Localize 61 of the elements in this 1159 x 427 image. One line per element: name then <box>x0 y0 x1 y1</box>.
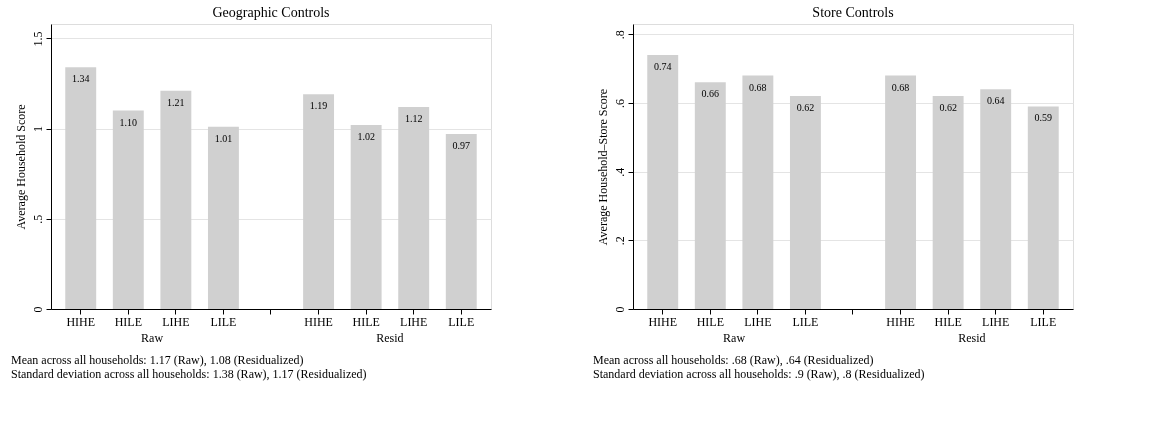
x-tick-label: LILE <box>210 314 237 329</box>
text: Raw <box>141 331 164 345</box>
x-tick-label: HIHE <box>648 314 678 329</box>
data-label: 0.68 <box>891 81 910 93</box>
x-tick-label: LILE <box>792 314 819 329</box>
y-tick-label: 0 <box>612 306 627 313</box>
x-tick-label: LIHE <box>162 314 190 329</box>
data-label: 0.74 <box>653 60 672 72</box>
x-tick-label: LIHE <box>982 314 1010 329</box>
data-label: 0.68 <box>749 81 767 93</box>
bar <box>350 125 382 309</box>
x-tick-label: LIHE <box>744 314 772 329</box>
data-label: 1.12 <box>404 112 423 124</box>
text: Mean across all households: 1.17 (Raw), 1.08 (Residualized) <box>11 353 304 367</box>
bar <box>65 67 97 309</box>
y-tick-label: .6 <box>612 98 627 108</box>
y-axis-title: Average Household–Store Score <box>595 88 610 246</box>
text: Resid <box>376 331 404 345</box>
y-tick-label: .2 <box>612 236 627 246</box>
x-tick-label: HILE <box>114 314 142 329</box>
data-label: 1.34 <box>71 73 90 85</box>
data-label: 1.01 <box>214 132 233 144</box>
y-tick-label: 1 <box>30 126 45 133</box>
bar <box>303 94 335 309</box>
y-tick-label: .5 <box>30 214 45 224</box>
bar <box>207 126 239 309</box>
bar <box>398 106 430 309</box>
x-tick-label: HILE <box>696 314 724 329</box>
y-tick-label: 1.5 <box>30 31 45 47</box>
chart-title: Store Controls <box>812 5 894 20</box>
data-label: 0.62 <box>796 102 815 114</box>
data-label: 1.19 <box>309 100 328 112</box>
text: Raw <box>723 331 746 345</box>
x-tick-label: HILE <box>352 314 380 329</box>
y-axis-title: Average Household Score <box>13 104 28 230</box>
text: Standard deviation across all households: 1.38 (Raw), 1.17 (Residualized) <box>11 367 367 381</box>
x-tick-label: LIHE <box>400 314 428 329</box>
chart-title: Geographic Controls <box>212 5 330 20</box>
data-label: 0.59 <box>1034 112 1053 124</box>
x-tick-label: HILE <box>934 314 962 329</box>
data-label: 1.21 <box>167 96 185 108</box>
text: Resid <box>958 331 986 345</box>
data-label: 0.64 <box>986 95 1005 107</box>
x-tick-label: HIHE <box>886 314 915 329</box>
data-label: 1.02 <box>357 131 375 143</box>
y-tick-label: .8 <box>612 30 627 40</box>
bar <box>112 110 144 309</box>
x-tick-label: HIHE <box>304 314 333 329</box>
x-tick-label: LILE <box>448 314 475 329</box>
bar <box>445 134 477 309</box>
data-label: 1.10 <box>119 116 138 128</box>
x-tick-label: HIHE <box>66 314 96 329</box>
data-label: 0.66 <box>701 88 720 100</box>
text: Mean across all households: .68 (Raw), .64 (Residualized) <box>593 353 874 367</box>
text: Standard deviation across all households: .9 (Raw), .8 (Residualized) <box>593 367 925 381</box>
y-tick-label: .4 <box>612 167 627 177</box>
data-label: 0.62 <box>939 102 957 114</box>
bar <box>160 90 192 309</box>
y-tick-label: 0 <box>30 306 45 313</box>
x-tick-label: LILE <box>1030 314 1057 329</box>
data-label: 0.97 <box>452 140 471 152</box>
